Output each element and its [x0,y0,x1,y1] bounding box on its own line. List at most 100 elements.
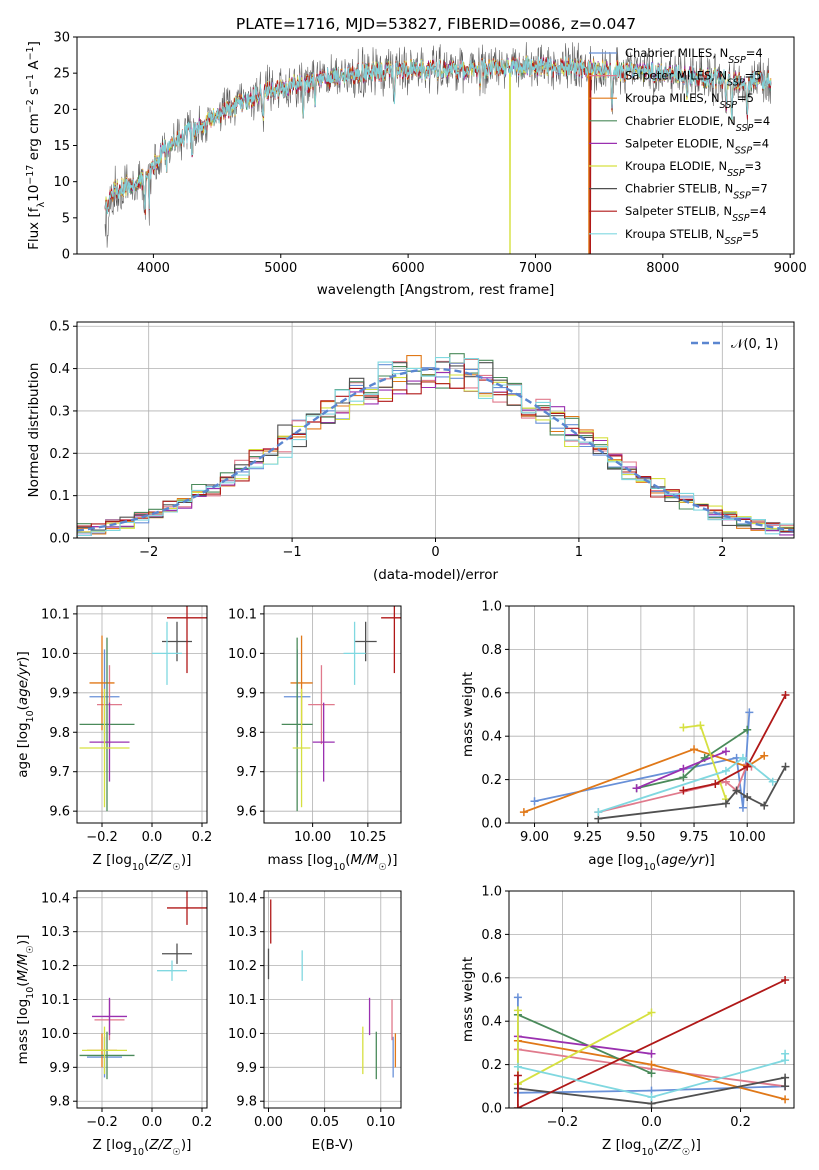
y-tick-label: 10.0 [228,647,257,662]
label-part: SSP [732,213,750,224]
y-tick-label: 9.9 [236,686,257,701]
label-part: SSP [720,100,738,111]
label-part: SSP [727,168,745,179]
weight-marker [647,1069,656,1078]
axes-weight_vs_age: 9.00 9.25 9.50 9.75 10.00 0.0 0.2 0.4 0.6 0.8 1.0 a… [460,600,795,873]
x-tick-label: 9.25 [573,830,602,845]
y-tick-label: 9.6 [49,805,70,820]
weight-marker [519,808,528,817]
label-part: Salpeter ELODIE, N [625,136,735,150]
y-tick-label: 0.1 [49,489,70,504]
y-tick-label: 0.0 [481,1102,502,1117]
label-part: ☉ [682,1147,691,1158]
axes-frame-age_vs_Z: −0.2 0.0 0.29.69.79.89.910.010.1Z [log10(Z… [15,605,213,873]
y-tick-label: 9.7 [49,765,70,780]
label-part: ] [26,41,42,46]
x-tick-label: 0.2 [192,830,213,845]
label-part: age [log [15,722,31,777]
axes-spectrum: 4000 5000 6000 7000 8000 9000 0 5 10 15 20 25 30 Chab… [25,31,807,299]
y-tick-label: 0.6 [481,971,502,986]
y-axis-label: age [log10(age/yr)] [15,651,36,777]
label-part: )] [704,852,715,868]
histogram-kroupa-stelib [77,357,794,538]
weight-marker [721,766,730,775]
x-tick-label: 5000 [264,261,297,276]
weight-marker [745,708,754,717]
x-tick-label: 0.10 [366,1115,395,1130]
y-tick-label: 9.6 [236,805,257,820]
errorbar-point [381,606,401,674]
label-part: ( [144,852,149,868]
axes-age_vs_Z: −0.2 0.0 0.29.69.79.89.910.010.1Z [log10(Z… [15,605,213,873]
label-part: Kroupa MILES, N [625,91,720,105]
x-tick-label: −0.2 [86,1115,118,1130]
y-tick-label: 0.8 [481,928,502,943]
weight-marker [738,753,747,762]
normal-reference-curve [77,367,794,532]
weight-marker [760,801,769,810]
label-part: mass [log [15,999,31,1065]
x-axis-label: (data-model)/error [373,567,499,583]
weight-marker [679,723,688,732]
label-part: Flux [f [26,206,42,250]
axes-frame-mass_vs_Z: −0.2 0.0 0.2 9.8 9.9 10.0 10.1 10.2 10.3 10.4 Z [l… [15,890,212,1158]
label-part: =5 [742,227,759,241]
label-part: SSP [733,190,751,201]
y-tick-label: 10.2 [228,959,257,974]
errorbar-point [312,702,335,782]
y-tick-label: 1.0 [481,885,502,900]
label-part: A [26,60,42,74]
errorbar-point [167,606,207,674]
x-tick-label: 10.00 [294,830,331,845]
weight-marker [513,1071,522,1080]
label-part: Z/Z [148,852,173,868]
x-tick-label: −2 [139,545,158,560]
label-part: 10 [644,862,656,873]
weight-marker [696,721,705,730]
x-tick-label: 8000 [646,261,679,276]
plot-area-mass_vs_ebv [267,899,397,1080]
x-tick-label: −1 [283,545,302,560]
y-tick-label: 10.0 [41,647,70,662]
plot-area-spectrum [104,42,772,254]
y-tick-label: 10 [53,175,70,190]
label-part: E(B-V) [312,1137,354,1153]
weight-marker [781,762,790,771]
figure-title: PLATE=1716, MJD=53827, FIBERID=0086, z=0… [236,15,636,33]
plot-area-mass_vs_Z [79,891,207,1080]
legend-label: Salpeter ELODIE, NSSP=4 [625,136,769,156]
label-part: 10 [26,185,42,202]
errorbar-point [79,1031,135,1080]
axes-weight_vs_Z: −0.2 0.0 0.2 0.0 0.2 0.4 0.6 0.8 1.0 Z [log10(Z/Z… [460,885,795,1158]
spectrum-line [104,56,772,215]
y-axis-label: mass weight [460,672,476,757]
x-tick-label: 4000 [137,261,170,276]
legend-label: Chabrier MILES, NSSP=4 [625,46,763,66]
x-tick-label: −0.2 [547,1115,579,1130]
y-tick-label: 9.8 [236,726,257,741]
y-tick-label: 9.8 [236,1095,257,1110]
label-part: −2 [25,99,36,113]
x-tick-label: 7000 [519,261,552,276]
label-part: erg cm [26,113,42,164]
errorbar-point [89,702,130,782]
label-part: Chabrier ELODIE, N [625,114,736,128]
label-part: Chabrier STELIB, N [625,182,733,196]
weight-marker [679,786,688,795]
label-part: Z [log [602,1137,641,1153]
weight-marker [738,803,747,812]
label-part: ( [345,852,350,868]
weight-marker [647,1060,656,1069]
errorbar-point [89,635,115,731]
label-part: Chabrier MILES, N [625,46,728,60]
y-tick-label: 0 [62,248,70,263]
label-part: −17 [25,165,36,185]
y-tick-label: 9.8 [49,1095,70,1110]
label-part: ☉ [378,862,387,873]
label-part: Z [log [93,852,132,868]
y-tick-label: 20 [53,103,70,118]
label-part: age/yr [15,660,31,705]
plot-area-weight_vs_age [519,690,790,823]
